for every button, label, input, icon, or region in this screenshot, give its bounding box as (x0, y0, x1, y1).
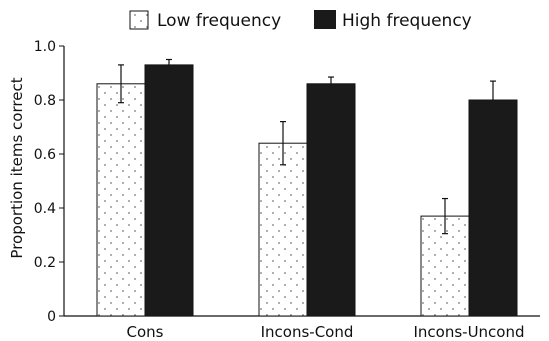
y-tick-label: 0.2 (34, 255, 56, 271)
x-category-label: Incons-Cond (261, 323, 354, 341)
x-category-label: Cons (127, 323, 164, 341)
bar-low-1 (258, 142, 308, 317)
y-tick-label: 1.0 (34, 39, 56, 55)
legend-swatch-high (314, 10, 336, 29)
y-axis-title: Proportion items correct (8, 77, 26, 258)
y-tick-label: 0 (47, 309, 56, 325)
legend: Low frequency High frequency (129, 10, 472, 31)
bar-high-0 (144, 64, 194, 317)
bar-low-0 (96, 83, 146, 317)
x-category-label: Incons-Uncond (413, 323, 524, 341)
error-bars (118, 58, 496, 235)
x-categories: Cons Incons-Cond Incons-Uncond (127, 323, 525, 341)
y-tick-label: 0.8 (34, 93, 56, 109)
legend-swatch-low (129, 10, 149, 30)
bar-high-2 (468, 99, 518, 317)
legend-label-high: High frequency (342, 11, 472, 31)
legend-label-low: Low frequency (157, 11, 281, 31)
y-tick-label: 0.6 (34, 147, 56, 163)
bars (96, 64, 518, 317)
y-ticks: 0 0.2 0.4 0.6 0.8 1.0 (34, 39, 64, 325)
y-tick-label: 0.4 (34, 201, 56, 217)
bar-high-1 (306, 83, 356, 317)
